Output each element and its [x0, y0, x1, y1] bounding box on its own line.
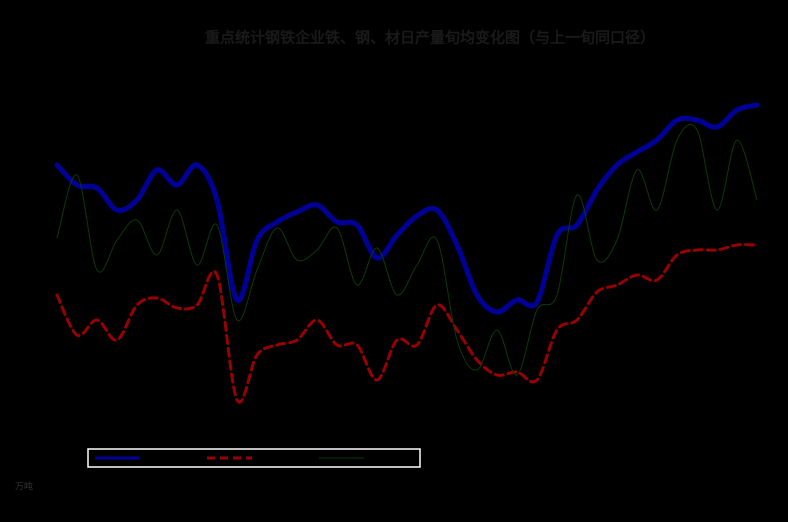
chart-title: 重点统计钢铁企业铁、钢、材日产量旬均变化图（与上一旬同口径） — [205, 29, 655, 47]
unit-label: 万吨 — [15, 481, 33, 493]
legend-label: 钢材 — [369, 451, 389, 464]
series-line — [55, 243, 759, 404]
legend-box — [87, 448, 421, 468]
series-line — [54, 102, 760, 315]
legend-label: 粗钢 — [145, 451, 165, 464]
series-line — [56, 124, 758, 376]
legend-label: 生铁 — [257, 451, 277, 464]
